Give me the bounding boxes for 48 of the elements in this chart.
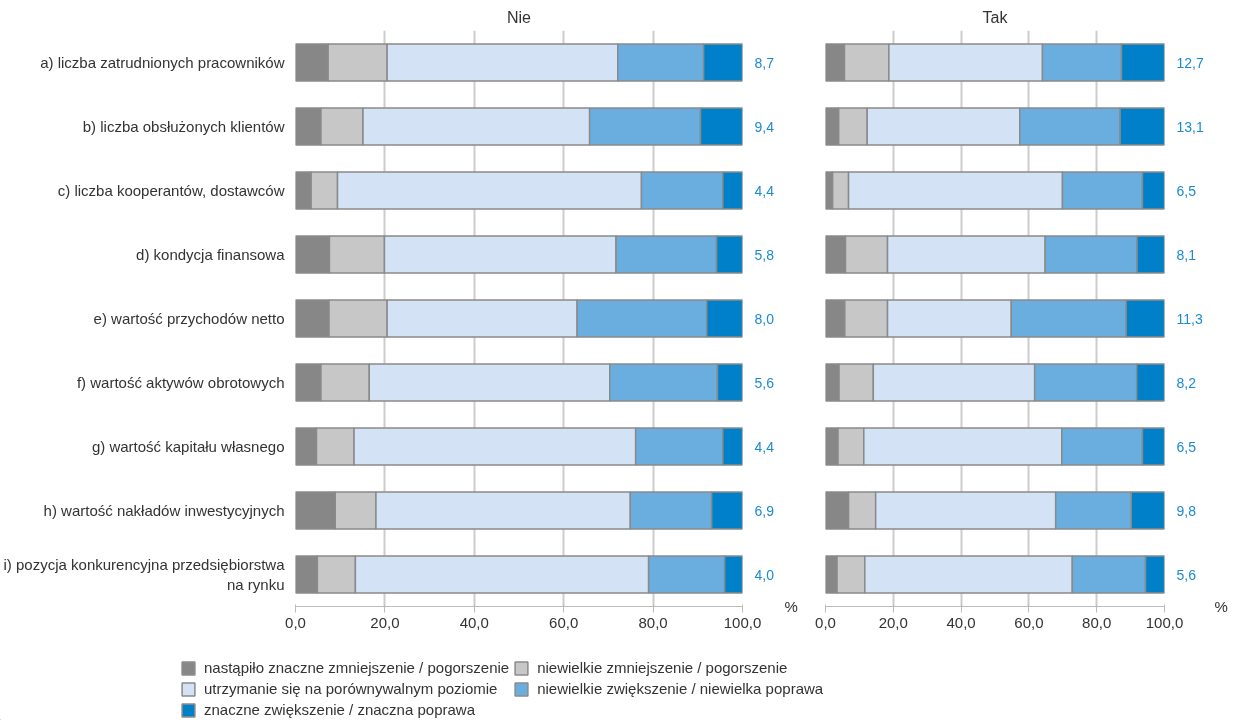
data-label: 4,4 [754,182,775,199]
y-tick-label: f) wartość aktywów obrotowych [76,374,285,391]
x-tick-label: 20,0 [370,613,400,631]
y-tick-label: h) wartość nakładów inwestycyjnych [43,502,285,519]
legend-label: znaczne zwiększenie / znaczna poprawa [204,701,475,718]
y-tick-label: g) wartość kapitału własnego [91,438,285,455]
data-label: 5,6 [1176,566,1197,583]
x-tick-label: 80,0 [1082,613,1112,631]
data-label: 9,8 [1176,502,1197,519]
x-tick-label: 0,0 [285,613,306,631]
legend-label: niewielkie zwiększenie / niewielka poprawa [537,680,824,697]
x-tick-label: 40,0 [459,613,489,631]
data-label: 8,2 [1176,374,1197,391]
y-tick-label: b) liczba obsłużonych klientów [82,118,285,135]
y-tick-label: c) liczba kooperantów, dostawców [57,182,285,199]
data-label: 12,7 [1176,54,1204,71]
x-tick-label: 60,0 [549,613,579,631]
data-label: 6,5 [1176,182,1197,199]
data-label: 5,8 [754,246,775,263]
y-tick-label: a) liczba zatrudnionych pracowników [40,54,285,71]
y-tick-label: e) wartość przychodów netto [93,310,285,327]
x-tick-label: 40,0 [946,613,976,631]
data-label: 8,1 [1176,246,1197,263]
data-label: 6,9 [754,502,775,519]
text: % [784,598,798,615]
x-tick-label: 60,0 [1014,613,1044,631]
legend-label: nastąpiło znaczne zmniejszenie / pogorszenie [204,659,510,676]
data-label: 8,0 [754,310,775,327]
y-tick-label: i) pozycja konkurencyjna przedsiębiorstwa na rynku [3,555,286,594]
x-tick-label: 0,0 [815,613,836,631]
x-tick-label: 80,0 [638,613,668,631]
data-label: 5,6 [754,374,775,391]
data-label: 8,7 [754,54,775,71]
legend-label: utrzymanie się na porównywalnym poziomie [204,680,498,697]
chart-title: Nie [507,8,532,26]
x-tick-label: 20,0 [878,613,908,631]
data-label: 13,1 [1176,118,1204,135]
data-label: 11,3 [1176,310,1203,327]
x-tick-label: 100,0 [723,613,762,631]
data-label: 6,5 [1176,438,1197,455]
x-tick-label: 100,0 [1145,613,1184,631]
y-tick-label: d) kondycja finansowa [136,246,286,263]
text: % [1214,598,1228,615]
chart-title: Tak [982,8,1009,26]
data-label: 9,4 [754,118,775,135]
legend-label: niewielkie zmniejszenie / pogorszenie [537,659,788,676]
data-label: 4,4 [754,438,775,455]
data-label: 4,0 [754,566,775,583]
